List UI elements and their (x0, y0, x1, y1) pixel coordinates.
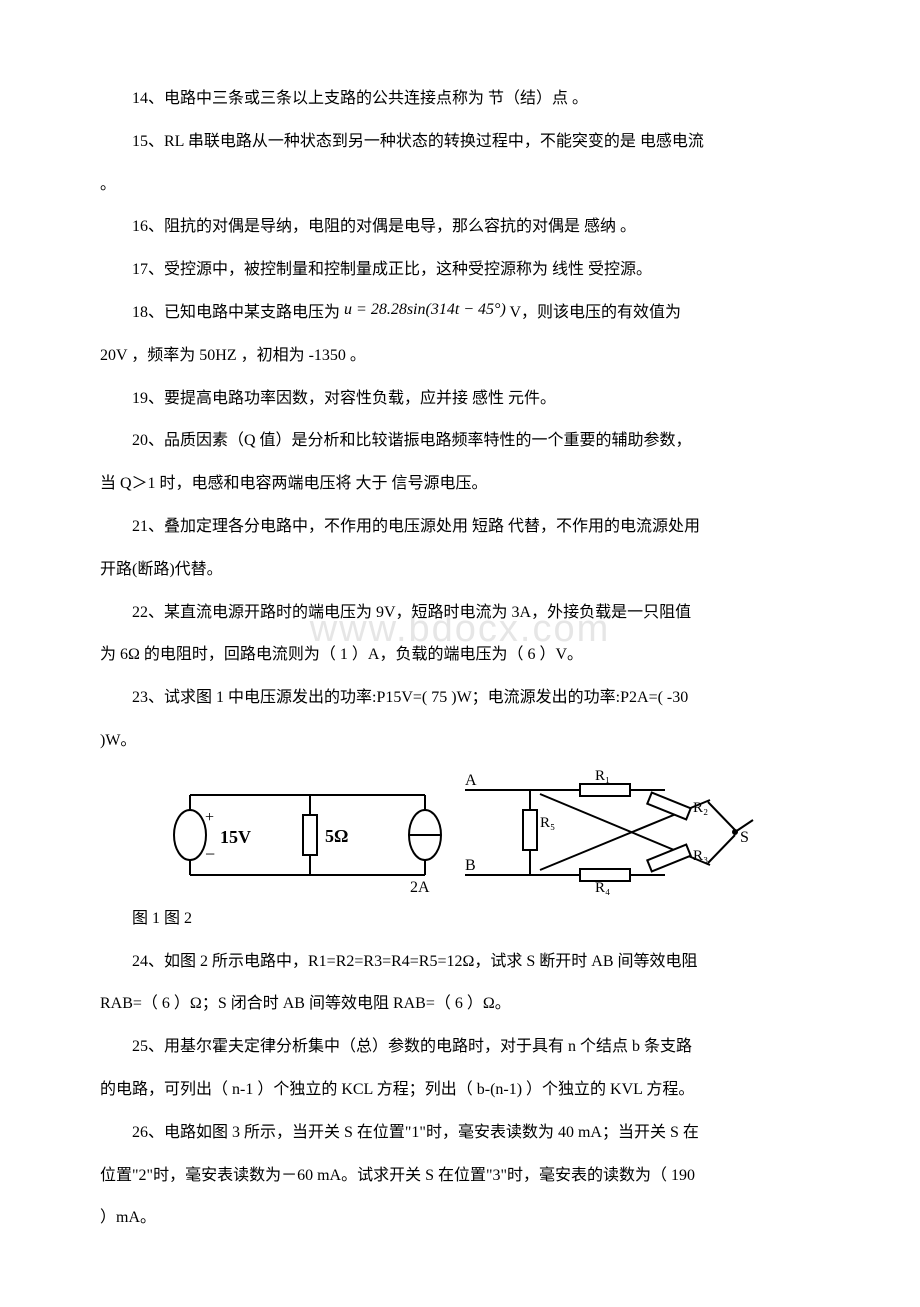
paragraph-24-a: 24、如图 2 所示电路中，R1=R2=R3=R4=R5=12Ω，试求 S 断开… (100, 948, 820, 977)
paragraph-21-a: 21、叠加定理各分电路中，不作用的电压源处用 短路 代替，不作用的电流源处用 (100, 513, 820, 542)
paragraph-18-line2: 20V ，频率为 50HZ ，初相为 -1350 。 (100, 342, 820, 371)
formula-inline: u = 28.28sin(314t − 45°) (344, 301, 506, 318)
fig1-minus: − (205, 844, 215, 864)
paragraph-20-a: 20、品质因素（Q 值）是分析和比较谐振电路频率特性的一个重要的辅助参数， (100, 427, 820, 456)
paragraph-23-a: 23、试求图 1 中电压源发出的功率:P15V=( 75 )W；电流源发出的功率… (100, 684, 820, 713)
fig1-resistor-label: 5Ω (325, 826, 348, 846)
figure-1-circuit: + − 15V 5Ω 2A (165, 770, 450, 895)
paragraph-14: 14、电路中三条或三条以上支路的公共连接点称为 节（结）点 。 (100, 85, 820, 114)
fig2-R2-label: R₂ (693, 800, 708, 816)
figure-caption: 图 1 图 2 (100, 905, 820, 934)
paragraph-25-b: 的电路，可列出（ n-1 ）个独立的 KCL 方程；列出（ b-(n-1) ）个… (100, 1076, 820, 1105)
paragraph-26-a: 26、电路如图 3 所示，当开关 S 在位置"1"时，毫安表读数为 40 mA；… (100, 1119, 820, 1148)
paragraph-22-a: 22、某直流电源开路时的端电压为 9V，短路时电流为 3A，外接负载是一只阻值 (100, 599, 820, 628)
paragraph-26-c: ）mA。 (100, 1204, 820, 1233)
paragraph-18-line1: 18、已知电路中某支路电压为 u = 28.28sin(314t − 45°) … (100, 299, 820, 328)
paragraph-23-b: )W。 (100, 727, 820, 756)
paragraph-20-b: 当 Q＞1 时，电感和电容两端电压将 大于 信号源电压。 (100, 470, 820, 499)
fig2-R3-label: R₃ (693, 848, 708, 864)
fig2-B-label: B (465, 857, 476, 874)
fig2-R5-label: R₅ (540, 815, 555, 831)
figure-2-circuit: A B R₁ R₂ R₃ R₄ R₅ S (450, 770, 755, 895)
p18-part-a: 18、已知电路中某支路电压为 (132, 304, 340, 321)
paragraph-19: 19、要提高电路功率因数，对容性负载，应并接 感性 元件。 (100, 385, 820, 414)
paragraph-16: 16、阻抗的对偶是导纳，电阻的对偶是电导，那么容抗的对偶是 感纳 。 (100, 213, 820, 242)
paragraph-24-b: RAB=（ 6 ）Ω；S 闭合时 AB 间等效电阻 RAB=（ 6 ）Ω。 (100, 990, 820, 1019)
fig1-voltage-label: 15V (220, 827, 251, 847)
paragraph-25-a: 25、用基尔霍夫定律分析集中（总）参数的电路时，对于具有 n 个结点 b 条支路 (100, 1033, 820, 1062)
paragraph-15-b: 。 (100, 171, 820, 200)
figures-row: + − 15V 5Ω 2A (100, 770, 820, 895)
fig2-R1-label: R₁ (595, 770, 610, 784)
fig2-A-label: A (465, 772, 477, 789)
paragraph-26-b: 位置"2"时，毫安表读数为－60 mA。试求开关 S 在位置"3"时，毫安表的读… (100, 1162, 820, 1191)
paragraph-15-a: 15、RL 串联电路从一种状态到另一种状态的转换过程中，不能突变的是 电感电流 (100, 128, 820, 157)
fig1-current-label: 2A (410, 879, 430, 895)
p18-part-b: V，则该电压的有效值为 (510, 304, 682, 321)
fig2-S-label: S (740, 829, 749, 846)
paragraph-21-b: 开路(断路)代替。 (100, 556, 820, 585)
document-content: 14、电路中三条或三条以上支路的公共连接点称为 节（结）点 。 15、RL 串联… (100, 85, 820, 1233)
paragraph-22-b: 为 6Ω 的电阻时，回路电流则为（ 1 ）A，负载的端电压为（ 6 ）V。 (100, 641, 820, 670)
fig2-R4-label: R₄ (595, 880, 610, 895)
paragraph-17: 17、受控源中，被控制量和控制量成正比，这种受控源称为 线性 受控源。 (100, 256, 820, 285)
fig1-plus: + (205, 809, 214, 826)
